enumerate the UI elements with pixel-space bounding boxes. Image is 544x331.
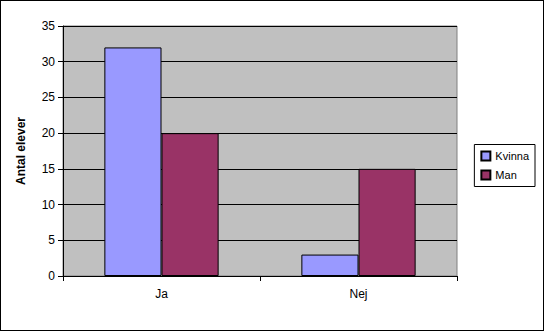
svg-text:20: 20 — [42, 126, 56, 140]
svg-text:35: 35 — [42, 19, 56, 33]
svg-text:Kvinna: Kvinna — [495, 150, 530, 162]
svg-text:Man: Man — [495, 169, 516, 181]
svg-text:15: 15 — [42, 162, 56, 176]
svg-text:5: 5 — [48, 233, 55, 247]
svg-text:0: 0 — [48, 269, 55, 283]
svg-text:25: 25 — [42, 90, 56, 104]
svg-text:10: 10 — [42, 198, 56, 212]
svg-text:30: 30 — [42, 55, 56, 69]
svg-text:Antal elever: Antal elever — [14, 117, 28, 185]
svg-text:Nej: Nej — [349, 287, 367, 301]
svg-text:Ja: Ja — [155, 287, 168, 301]
